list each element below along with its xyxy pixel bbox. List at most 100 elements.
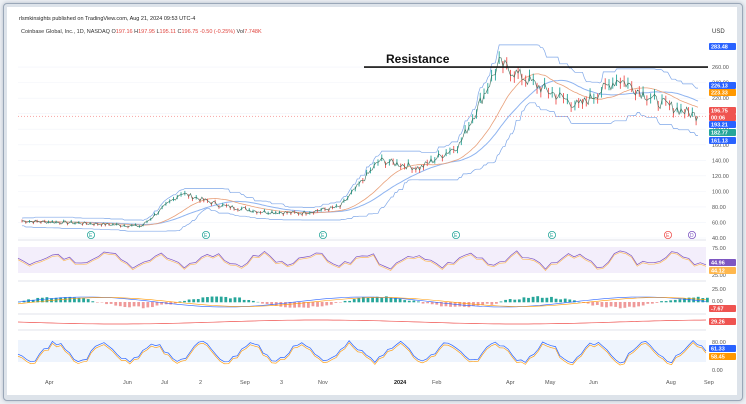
macd-histogram-bar: [586, 302, 590, 304]
adx-badge-label: 29.26: [711, 320, 725, 326]
macd-histogram-bar: [687, 297, 691, 303]
macd-histogram-bar: [637, 302, 640, 307]
macd-histogram-bar: [265, 302, 269, 305]
macd-histogram-bar: [261, 302, 264, 304]
macd-histogram-bar: [683, 298, 686, 303]
macd-histogram-bar: [628, 302, 631, 307]
price-tick-label: 160.00: [712, 143, 729, 149]
macd-histogram-bar: [288, 302, 292, 308]
macd-histogram-bar: [215, 296, 219, 303]
macd-histogram-bar: [696, 296, 700, 303]
macd-histogram-bar: [352, 299, 356, 303]
macd-histogram-bar: [293, 302, 296, 308]
time-axis-label: Sep: [704, 380, 714, 386]
macd-histogram-bar: [600, 302, 604, 307]
macd-histogram-bar: [485, 302, 489, 304]
price-badge: [709, 89, 736, 96]
time-axis-label: 3: [280, 380, 283, 386]
close-value: 196.75: [181, 29, 199, 35]
price-badge: [709, 107, 736, 114]
macd-histogram-bar: [238, 297, 241, 303]
price-tick-label: 220.00: [712, 96, 729, 102]
price-badge-label: 196.75: [711, 109, 728, 115]
macd-histogram-bar: [242, 299, 246, 303]
price-tick-label: 140.00: [712, 158, 729, 164]
macd-histogram-bar: [641, 302, 645, 306]
macd-histogram-bar: [398, 298, 402, 303]
macd-histogram-bar: [160, 302, 163, 305]
macd-histogram-bar: [650, 302, 654, 304]
macd-histogram-bar: [449, 302, 452, 307]
symbol-legend: Coinbase Global, Inc., 1D, NASDAQ O197.1…: [21, 29, 262, 35]
macd-histogram-bar: [412, 300, 416, 303]
macd-histogram-bar: [173, 302, 177, 304]
macd-histogram-bar: [155, 302, 159, 306]
macd-histogram-bar: [247, 300, 251, 303]
macd-histogram-bar: [348, 300, 352, 303]
macd-histogram-bar: [251, 300, 255, 303]
symbol-name: Coinbase Global, Inc., 1D, NASDAQ: [21, 29, 110, 35]
macd-histogram-bar: [706, 297, 709, 303]
macd-histogram-bar: [201, 297, 205, 303]
macd-histogram-bar: [531, 296, 535, 303]
macd-histogram-bar: [618, 302, 622, 309]
stoch-tick-label: 0.00: [712, 368, 723, 374]
earnings-marker: [548, 230, 557, 239]
publisher-note: rlsmkinsights published on TradingView.c…: [19, 16, 196, 22]
stoch-badge-label: 61.33: [711, 347, 725, 353]
price-tick-label: 80.00: [712, 205, 726, 211]
price-badge: [709, 129, 736, 136]
macd-histogram-bar: [476, 302, 480, 306]
earnings-marker-label: E: [550, 233, 554, 239]
macd-histogram-bar: [467, 302, 471, 308]
macd-histogram-bar: [366, 297, 370, 303]
macd-histogram-bar: [540, 297, 544, 303]
time-axis-label: 2: [199, 380, 202, 386]
stoch-badge: [709, 345, 736, 352]
macd-histogram-bar: [462, 302, 466, 307]
rsi-badge-label: 44.12: [711, 269, 725, 275]
rsi-tick-label: 25.00: [712, 273, 726, 279]
macd-histogram-bar: [458, 302, 462, 307]
macd-histogram-bar: [334, 302, 338, 303]
macd-badge: [709, 305, 736, 312]
macd-histogram-bar: [31, 299, 35, 303]
macd-histogram-bar: [421, 302, 425, 304]
time-axis-label: Nov: [318, 380, 328, 386]
macd-histogram-bar: [343, 300, 347, 303]
stoch-tick-label: 80.00: [712, 340, 726, 346]
resistance-label: Resistance: [386, 52, 450, 66]
macd-histogram-bar: [311, 302, 315, 307]
macd-histogram-bar: [206, 297, 209, 303]
macd-histogram-bar: [270, 302, 274, 306]
macd-histogram-bar: [536, 296, 540, 303]
upper-channel-line: [21, 44, 698, 221]
stoch-badge-label: 58.45: [711, 355, 725, 361]
macd-histogram-bar: [306, 302, 310, 308]
macd-histogram-bar: [114, 302, 118, 306]
adx-badge: [709, 318, 736, 325]
macd-histogram-bar: [504, 299, 507, 303]
price-badge: [709, 137, 736, 144]
high-label: H: [134, 29, 139, 35]
macd-histogram-bar: [563, 298, 567, 303]
adx-line: [17, 319, 707, 325]
price-badge: [709, 43, 736, 50]
price-line: [21, 57, 699, 228]
macd-histogram-bar: [187, 299, 191, 303]
macd-histogram-bar: [499, 301, 503, 303]
low-label: L: [156, 29, 160, 35]
macd-histogram-bar: [646, 302, 650, 304]
macd-histogram-bar: [673, 299, 677, 303]
volume-label: Vol: [236, 29, 245, 35]
close-label: C: [177, 29, 182, 35]
macd-histogram-bar: [375, 296, 379, 303]
price-tick-label: 60.00: [712, 220, 726, 226]
macd-histogram-bar: [632, 302, 636, 308]
macd-signal-line: [17, 297, 707, 307]
lower-channel-line: [22, 102, 698, 232]
dividend-marker-label: D: [690, 233, 694, 239]
price-tick-label: 40.00: [712, 236, 726, 242]
macd-histogram-bar: [559, 299, 563, 303]
